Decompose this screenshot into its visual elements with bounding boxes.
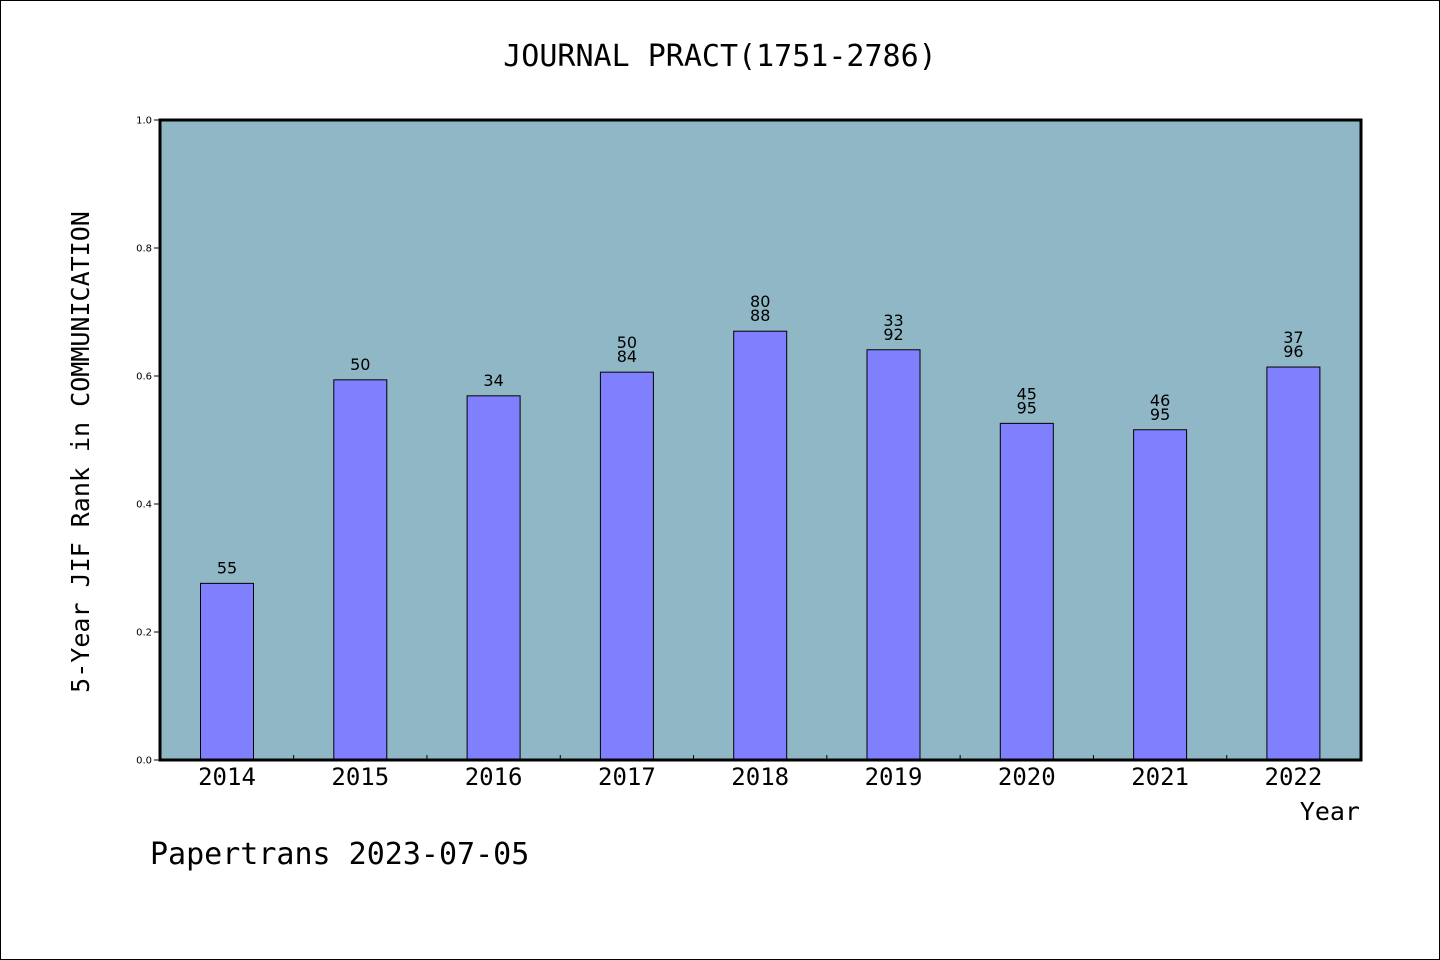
plot-border xyxy=(158,118,1363,762)
x-tick-label-2016: 2016 xyxy=(465,763,523,791)
bar-label-2014: 55 xyxy=(217,558,237,577)
x-axis: 2014 2015 2016 2017 2018 2019 2020 2021 2022 xyxy=(198,755,1322,791)
x-tick-label-2017: 2017 xyxy=(598,763,656,791)
bar-label-2016: 34 xyxy=(483,371,503,390)
bar-label-2019-2: 92 xyxy=(883,325,903,344)
x-tick-label-2020: 2020 xyxy=(998,763,1056,791)
x-tick-label-2014: 2014 xyxy=(198,763,256,791)
x-tick-label-2021: 2021 xyxy=(1131,763,1189,791)
bar-2015 xyxy=(333,379,388,761)
footer-watermark: Papertrans 2023-07-05 xyxy=(150,837,529,872)
y-tick-label-0.6: 0.6 xyxy=(136,372,152,383)
bar-label-2020-1: 45 xyxy=(1017,384,1037,403)
y-tick-label-0.2: 0.2 xyxy=(136,628,152,639)
x-axis-label: Year xyxy=(1300,797,1360,826)
bar-2018 xyxy=(733,330,788,761)
y-axis: 0.0 0.2 0.4 0.6 0.8 1.0 xyxy=(136,116,160,767)
bar-2022 xyxy=(1266,366,1321,761)
bar-label-2022-2: 96 xyxy=(1283,342,1303,361)
x-tick-label-2019: 2019 xyxy=(865,763,923,791)
bar-label-2021-1: 46 xyxy=(1150,391,1170,410)
y-tick-label-0.0: 0.0 xyxy=(136,756,152,767)
bar-label-2018-2: 88 xyxy=(750,306,770,325)
x-tick-label-2022: 2022 xyxy=(1265,763,1323,791)
bar-2014 xyxy=(200,582,254,761)
bar-label-2017-2: 84 xyxy=(617,347,637,366)
bar-label-2021-2: 95 xyxy=(1150,405,1170,424)
y-tick-label-0.8: 0.8 xyxy=(136,244,152,255)
bar-2020 xyxy=(999,422,1054,761)
bar-label-2020-2: 95 xyxy=(1017,398,1037,417)
bar-label-2015: 50 xyxy=(350,355,370,374)
bar-label-2019-1: 33 xyxy=(883,311,903,330)
bars-group xyxy=(200,330,1321,761)
y-tick-label-1.0: 1.0 xyxy=(136,116,152,127)
y-tick-label-0.4: 0.4 xyxy=(136,500,152,511)
bar-2017 xyxy=(599,371,654,761)
bar-2021 xyxy=(1133,429,1188,761)
bar-label-2018-1: 80 xyxy=(750,292,770,311)
bar-label-2022-1: 37 xyxy=(1283,328,1303,347)
bar-2016 xyxy=(466,395,521,761)
bar-label-2017-1: 50 xyxy=(617,333,637,352)
y-axis-label: 5-Year JIF Rank in COMMUNICATION xyxy=(66,211,95,693)
chart-title: JOURNAL PRACT(1751-2786) xyxy=(503,39,936,74)
x-tick-label-2018: 2018 xyxy=(731,763,789,791)
bar-2019 xyxy=(866,349,921,761)
x-tick-label-2015: 2015 xyxy=(331,763,389,791)
